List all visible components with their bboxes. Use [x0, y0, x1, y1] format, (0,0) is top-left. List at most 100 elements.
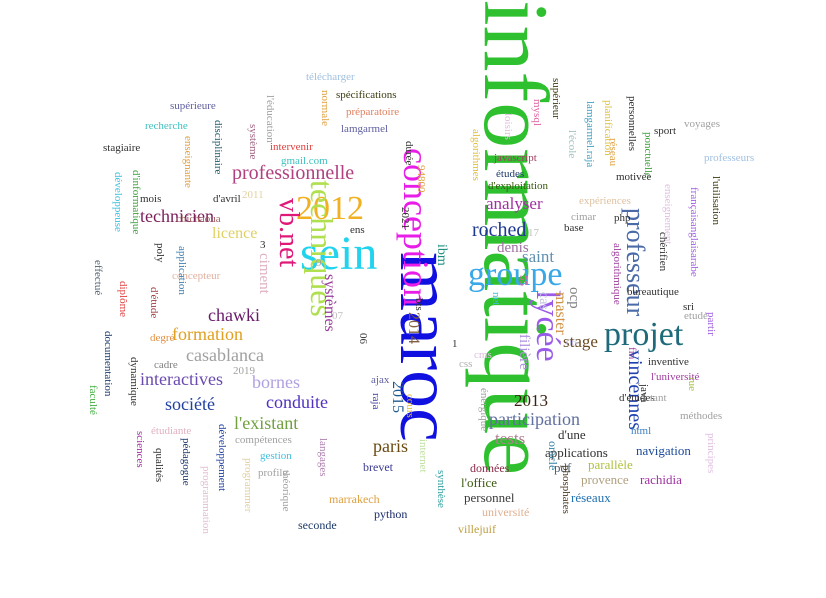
cloud-word: roched — [472, 219, 527, 241]
cloud-word: interactives — [140, 369, 223, 389]
cloud-word: degré — [150, 332, 175, 344]
cloud-word: parallèle — [588, 457, 633, 472]
cloud-word: technicien — [140, 206, 214, 226]
cloud-word: ciment — [256, 253, 272, 294]
cloud-word: spécifications — [336, 89, 397, 101]
cloud-word: projet — [604, 316, 684, 353]
cloud-word: conduite — [266, 392, 328, 412]
cloud-word: sein — [300, 227, 378, 280]
cloud-word: gestion — [260, 450, 292, 462]
cloud-word: ocp — [566, 287, 582, 309]
cloud-word: lamgarmel.raja — [584, 101, 596, 168]
cloud-word: stage — [563, 332, 598, 351]
cloud-word: télécharger — [306, 71, 355, 83]
cloud-word: supérieure — [170, 100, 216, 112]
cloud-word: personnelles — [626, 96, 638, 151]
cloud-word: algorithmes — [470, 129, 482, 181]
cloud-word: ajax — [371, 374, 390, 386]
cloud-word: sport — [654, 125, 676, 137]
cloud-word: javascript — [494, 152, 537, 164]
cloud-word: l'éducation — [264, 95, 276, 143]
cloud-word: diplôme — [117, 281, 129, 318]
cloud-word: profile — [258, 467, 288, 479]
cloud-word: application — [176, 246, 188, 295]
cloud-word: durée — [403, 141, 415, 166]
cloud-word: tests — [495, 429, 526, 448]
cloud-word: programmation — [200, 466, 212, 534]
cloud-word: tant — [650, 392, 667, 404]
cloud-word: intervenir — [270, 141, 313, 153]
cloud-word: développement — [216, 424, 228, 492]
cloud-word: normale — [319, 90, 331, 127]
cloud-word: oracle — [546, 441, 560, 471]
cloud-word: programmer — [242, 458, 254, 513]
cloud-word: provence — [581, 472, 629, 487]
cloud-word: expériences — [579, 195, 631, 207]
cloud-word: etude — [684, 310, 708, 322]
cloud-word: études — [496, 168, 525, 180]
cloud-word: l'office — [461, 475, 498, 490]
cloud-word: css — [459, 358, 473, 370]
cloud-word: 2011 — [242, 189, 264, 201]
cloud-word: 2021 — [399, 207, 411, 229]
cloud-word: chichaoua — [176, 213, 221, 225]
cloud-word: cours — [404, 394, 416, 418]
cloud-word: base — [564, 222, 584, 234]
cloud-word: recherche — [145, 120, 188, 132]
cloud-word: planification — [602, 100, 614, 156]
cloud-word: villejuif — [458, 522, 496, 536]
cloud-word: université — [482, 505, 530, 519]
cloud-word: synthèse — [435, 470, 447, 508]
cloud-word: principes — [705, 433, 717, 474]
cloud-word: d'informatique — [130, 170, 142, 235]
cloud-word: rachidia — [640, 472, 682, 487]
cloud-word: concepteur — [172, 270, 221, 282]
cloud-word: d'exploitation — [488, 180, 549, 192]
cloud-word: professionnelle — [232, 162, 355, 184]
cloud-word: mois — [140, 193, 162, 205]
cloud-word: vb.net — [273, 198, 304, 268]
cloud-word: fin — [626, 347, 638, 360]
cloud-word: chérifien — [657, 232, 669, 272]
cloud-word: stagiaire — [103, 142, 141, 154]
cloud-word: lamgarmel — [341, 123, 389, 135]
cloud-word: net — [490, 292, 502, 306]
cloud-word: 2013 — [514, 391, 548, 410]
cloud-word: d'études — [619, 392, 655, 404]
cloud-word: python — [374, 507, 408, 521]
cloud-word: licence — [212, 225, 258, 242]
cloud-word: 55 — [517, 275, 529, 286]
cloud-word: langages — [317, 438, 329, 477]
cloud-word: bureautique — [627, 286, 679, 298]
cloud-word: 06 — [566, 337, 577, 349]
cloud-word: 94800 — [415, 165, 427, 193]
cloud-word: compétences — [235, 434, 292, 446]
cloud-word: 07 — [332, 310, 343, 322]
cloud-word: effectué — [92, 260, 104, 296]
cloud-word: faculté — [87, 385, 99, 415]
cloud-word: bts — [413, 298, 425, 311]
cloud-word: l'université — [651, 371, 700, 383]
cloud-word: professeurs — [704, 152, 755, 164]
cloud-word: réseaux — [571, 490, 611, 505]
cloud-word: ibm — [434, 244, 449, 266]
cloud-word: d'avril — [213, 193, 241, 205]
cloud-word: seconde — [298, 518, 337, 532]
cloud-word: 2012 — [296, 190, 364, 227]
cloud-word: l'utilisation — [710, 176, 722, 226]
cloud-word: étudiante — [151, 425, 192, 437]
cloud-word: d'étude — [148, 287, 160, 319]
cloud-word: pdf — [554, 460, 572, 475]
cloud-word: 2015 — [389, 381, 406, 413]
cloud-word: navigation — [636, 443, 691, 458]
cloud-word: bornes — [252, 372, 300, 392]
cloud-word: analyser — [486, 194, 543, 213]
cloud-word: saint — [522, 247, 555, 266]
cloud-word: pédagogue — [180, 438, 192, 486]
cloud-word: poly — [154, 243, 166, 263]
cloud-word: internet — [417, 439, 429, 473]
cloud-word: enseignante — [182, 136, 194, 188]
cloud-word: html — [631, 425, 652, 437]
cloud-word: méthodes — [680, 410, 723, 422]
cloud-word: 1 — [452, 338, 458, 350]
